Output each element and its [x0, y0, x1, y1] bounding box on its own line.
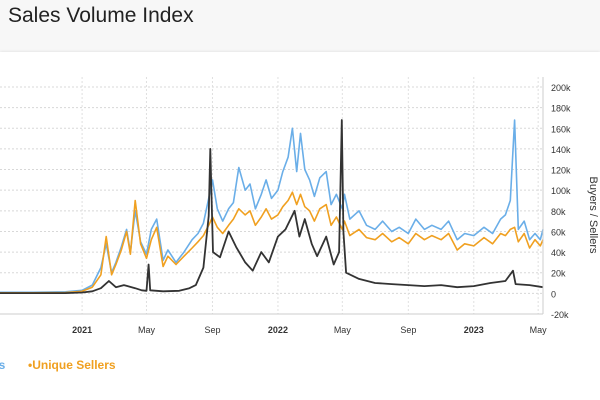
y-tick-label: 100k: [551, 186, 571, 196]
series-layer: [0, 119, 544, 294]
series-line-unique-sellers: [0, 191, 544, 294]
y-tick-label: -20k: [551, 310, 569, 320]
y-tick-label: 20k: [551, 269, 566, 279]
series-line-unique-buyers: [0, 119, 544, 294]
legend-item-unique-sellers[interactable]: •Unique Sellers: [28, 358, 116, 372]
y-tick-label: 200k: [551, 83, 571, 93]
x-tick-label: Sep: [204, 325, 220, 335]
y-axis: 200k 180k 160k 140k 120k 100k 80k 60k 40k 20k 0 -20…: [542, 77, 571, 320]
y-tick-label: 160k: [551, 124, 571, 134]
y-tick-label: 0: [551, 289, 556, 299]
page-title: Sales Volume Index: [8, 4, 194, 27]
legend-item-unique-buyers[interactable]: rs: [0, 358, 6, 372]
y-tick-label: 40k: [551, 248, 566, 258]
chart-card: 200k 180k 160k 140k 120k 100k 80k 60k 40k 20k 0 -20…: [0, 52, 600, 400]
x-axis: 2021 May Sep 2022 May Sep 2023 May: [0, 313, 548, 335]
x-tick-label: 2021: [72, 325, 92, 335]
y-tick-label: 80k: [551, 207, 566, 217]
y-tick-label: 60k: [551, 227, 566, 237]
x-tick-label: 2023: [464, 325, 484, 335]
x-tick-label: May: [138, 325, 156, 335]
series-line-sales-volume-index: [0, 119, 544, 294]
y-tick-label: 140k: [551, 145, 571, 155]
x-tick-label: Sep: [400, 325, 416, 335]
x-tick-label: 2022: [268, 325, 288, 335]
sales-volume-chart: 200k 180k 160k 140k 120k 100k 80k 60k 40k 20k 0 -20…: [0, 77, 599, 335]
grid-layer: [0, 77, 543, 315]
y-axis-label: Buyers / Sellers: [587, 176, 599, 254]
y-tick-label: 120k: [551, 166, 571, 176]
x-tick-label: May: [334, 325, 352, 335]
x-tick-label: May: [530, 325, 548, 335]
y-tick-label: 180k: [551, 104, 571, 114]
